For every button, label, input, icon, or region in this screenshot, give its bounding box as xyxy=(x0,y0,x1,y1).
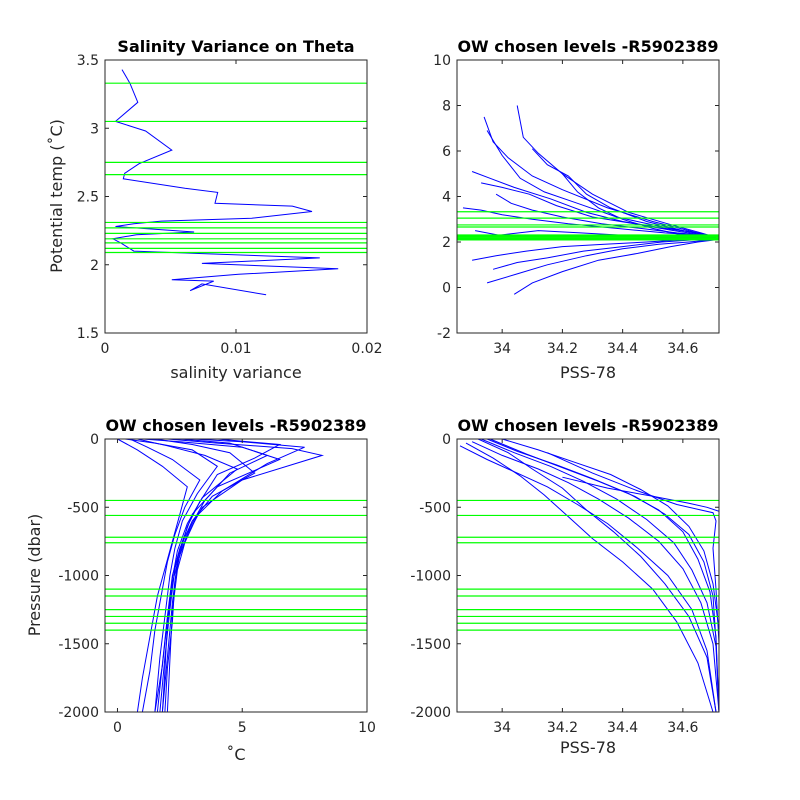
y-tick-label: 1.5 xyxy=(77,326,99,342)
x-tick-label: 34 xyxy=(493,720,511,736)
series-line xyxy=(502,439,719,712)
series-line xyxy=(480,439,719,712)
panel-title: OW chosen levels -R5902389 xyxy=(457,37,718,56)
y-axis-label: Potential temp (˚C) xyxy=(47,119,66,273)
panel-title: OW chosen levels -R5902389 xyxy=(105,416,366,435)
series-line xyxy=(513,239,717,295)
levels-layer xyxy=(105,82,367,254)
y-tick-label: -2000 xyxy=(58,705,99,721)
x-tick-label: 34.2 xyxy=(547,720,578,736)
plot-area xyxy=(456,438,720,713)
y-tick-label: 0 xyxy=(90,432,99,448)
series-line xyxy=(111,69,339,296)
y-tick-label: 2 xyxy=(90,258,99,274)
series-line xyxy=(562,476,719,516)
series-line xyxy=(117,439,188,712)
series-line xyxy=(486,239,714,284)
series-line xyxy=(164,439,282,712)
y-tick-label: 3 xyxy=(90,121,99,137)
x-tick-label: 0 xyxy=(101,341,110,357)
ticks-layer: 0 5 10 -2000 -1500 -1000 -500 0 xyxy=(58,432,376,736)
y-tick-label: -1000 xyxy=(410,569,451,585)
levels-layer xyxy=(457,211,719,241)
y-tick-label: -1500 xyxy=(410,637,451,653)
ticks-layer: 34 34.2 34.4 34.6 -2000 -1500 -1000 -500 0 xyxy=(410,432,719,736)
x-tick-label: 34 xyxy=(493,341,511,357)
series-line xyxy=(161,439,325,712)
y-tick-label: 3.5 xyxy=(77,53,99,69)
ticks-layer: 34 34.2 34.4 34.6 -2 0 2 4 6 8 10 xyxy=(433,53,719,357)
y-tick-label: -2000 xyxy=(410,705,451,721)
series-line xyxy=(489,439,719,712)
x-axis-label: PSS-78 xyxy=(560,738,616,757)
plot-area xyxy=(104,59,368,334)
y-tick-label: 2.5 xyxy=(77,190,99,206)
y-tick-label: -1500 xyxy=(58,637,99,653)
y-tick-label: 10 xyxy=(433,53,451,69)
plot-area xyxy=(456,59,720,334)
y-axis-label: Pressure (dbar) xyxy=(25,514,44,637)
x-tick-label: 10 xyxy=(358,720,376,736)
levels-layer xyxy=(457,499,719,631)
x-axis-label: ˚C xyxy=(226,745,245,764)
y-tick-label: 6 xyxy=(442,144,451,160)
y-tick-label: -500 xyxy=(67,500,99,516)
panel-theta-salinity: OW chosen levels -R5902389 PSS-78 34 34.2… xyxy=(433,37,720,382)
x-axis-label: PSS-78 xyxy=(560,363,616,382)
levels-layer xyxy=(105,499,367,631)
x-tick-label: 0 xyxy=(113,720,122,736)
y-tick-label: -500 xyxy=(419,500,451,516)
y-tick-label: -2 xyxy=(437,326,451,342)
x-tick-label: 0.01 xyxy=(220,341,251,357)
series-layer xyxy=(117,439,325,712)
ticks-layer: 0 0.01 0.02 1.5 2 2.5 3 3.5 xyxy=(77,53,383,357)
y-tick-label: 8 xyxy=(442,99,451,115)
panel-pressure-temperature: OW chosen levels -R5902389 ˚C Pressure (… xyxy=(25,416,376,764)
x-tick-label: 5 xyxy=(238,720,247,736)
series-line xyxy=(137,439,239,712)
x-tick-label: 34.6 xyxy=(667,720,698,736)
series-layer xyxy=(111,69,339,296)
y-tick-label: 2 xyxy=(442,235,451,251)
series-line xyxy=(531,148,719,241)
y-tick-label: 0 xyxy=(442,432,451,448)
x-tick-label: 0.02 xyxy=(351,341,382,357)
panel-pressure-salinity: OW chosen levels -R5902389 PSS-78 34 34.2… xyxy=(410,416,720,757)
series-line xyxy=(161,439,269,712)
x-tick-label: 34.6 xyxy=(667,341,698,357)
series-line xyxy=(547,452,719,712)
x-tick-label: 34.2 xyxy=(547,341,578,357)
panel-title: Salinity Variance on Theta xyxy=(117,37,354,56)
panel-salinity-variance: Salinity Variance on Theta salinity vari… xyxy=(47,37,383,382)
y-tick-label: -1000 xyxy=(58,569,99,585)
series-line xyxy=(129,439,201,712)
y-tick-label: 4 xyxy=(442,190,451,206)
x-axis-label: salinity variance xyxy=(170,363,301,382)
y-tick-label: 0 xyxy=(442,281,451,297)
series-line xyxy=(465,442,714,712)
series-line xyxy=(516,105,717,238)
panel-title: OW chosen levels -R5902389 xyxy=(457,416,718,435)
x-tick-label: 34.4 xyxy=(607,341,638,357)
x-tick-label: 34.4 xyxy=(607,720,638,736)
series-line xyxy=(480,182,719,241)
plot-area xyxy=(104,438,368,713)
